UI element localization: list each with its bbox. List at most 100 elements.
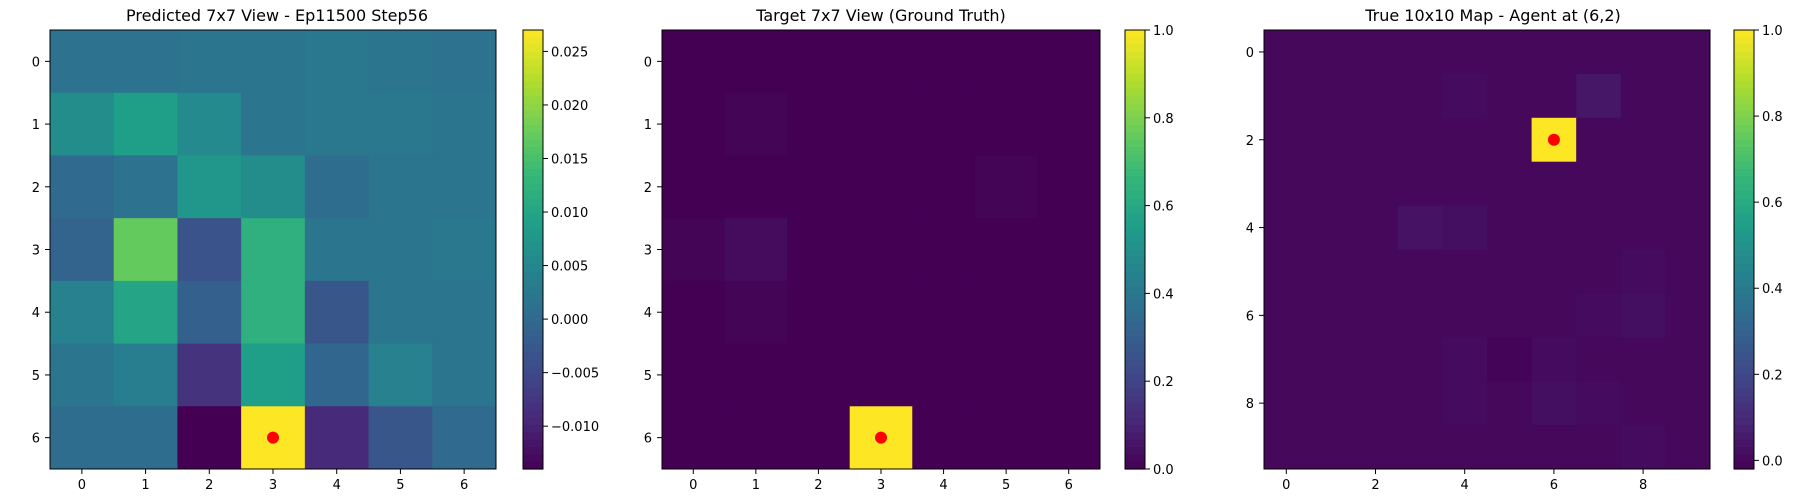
colorbar-segment <box>1734 242 1754 251</box>
heatmap-cell <box>1264 293 1310 338</box>
heatmap-cell <box>113 155 178 219</box>
heatmap-cell <box>912 92 976 156</box>
heatmap-cell <box>1665 73 1711 119</box>
heatmap-cell <box>1620 337 1666 382</box>
heatmap-cell <box>1620 381 1666 426</box>
colorbar-segment <box>1734 30 1754 38</box>
heatmap-cell <box>50 280 115 345</box>
heatmap-cell <box>1353 381 1399 426</box>
heatmap-cell <box>1531 205 1577 250</box>
colorbar-frame <box>522 29 544 470</box>
colorbar-segment <box>1734 395 1754 404</box>
colorbar-segment <box>1125 293 1145 302</box>
colorbar-segment <box>523 417 543 426</box>
colorbar-tick-label: 1.0 <box>1153 24 1174 39</box>
heatmap-cell <box>662 218 726 282</box>
heatmap-cell <box>724 218 788 282</box>
colorbar-segment <box>1125 183 1145 192</box>
colorbar-segment <box>523 212 543 221</box>
colorbar-segment <box>1734 132 1754 141</box>
heatmap-cell <box>1308 337 1354 382</box>
heatmap-cell <box>849 343 913 407</box>
heatmap-cell <box>1353 293 1399 338</box>
predicted-view-panel: Predicted 7x7 View - Ep11500 Step56 0 1 2 3… <box>32 6 599 493</box>
x-tick-label: 0 <box>689 478 697 493</box>
heatmap-cell <box>177 218 242 282</box>
heatmap-cell <box>1442 205 1488 250</box>
colorbar-segment <box>523 154 543 163</box>
heatmap-cell <box>974 218 1038 282</box>
colorbar-segment <box>1734 286 1754 294</box>
colorbar-segment <box>1734 461 1754 470</box>
heatmap-cell <box>1353 337 1399 382</box>
heatmap-cell <box>1442 293 1488 338</box>
colorbar-segment <box>1734 432 1754 441</box>
heatmap-cell <box>1397 381 1443 426</box>
heatmap-cell <box>1442 381 1488 426</box>
colorbar-segment <box>523 271 543 280</box>
colorbar-segment <box>1125 373 1145 382</box>
colorbar-segment <box>1125 220 1145 229</box>
heatmap-cell <box>1353 249 1399 294</box>
heatmap-cell <box>849 155 913 219</box>
y-tick-label: 4 <box>32 306 40 321</box>
heatmap-cell <box>1576 73 1622 119</box>
heatmap-cell <box>177 280 242 345</box>
heatmap-cell <box>1353 73 1399 119</box>
colorbar-segment <box>1734 125 1754 134</box>
colorbar-segment <box>1734 234 1754 243</box>
colorbar-segment <box>523 190 543 199</box>
agent-marker <box>267 431 279 444</box>
heatmap-cell <box>304 218 370 282</box>
colorbar-segment <box>1734 249 1754 258</box>
colorbar-segment <box>1125 337 1145 346</box>
colorbar-segment <box>523 344 543 353</box>
heatmap-cell <box>113 218 178 282</box>
panel-title: Target 7x7 View (Ground Truth) <box>755 6 1006 25</box>
colorbar-segment <box>1125 432 1145 441</box>
colorbar-segment <box>523 220 543 229</box>
colorbar-segment <box>523 161 543 170</box>
colorbar-segment <box>523 66 543 75</box>
colorbar-segment <box>1734 44 1754 53</box>
heatmap-cell <box>1264 249 1310 294</box>
heatmap-cell <box>241 155 306 219</box>
colorbar-segment <box>1734 271 1754 280</box>
heatmap-cell <box>1531 293 1577 338</box>
heatmap-cell <box>432 343 497 407</box>
colorbar-segment <box>1125 161 1145 170</box>
colorbar-frame <box>1124 29 1146 470</box>
colorbar-segment <box>1734 73 1754 82</box>
heatmap-cell <box>912 30 976 94</box>
colorbar-segment <box>523 337 543 346</box>
y-tick-label: 3 <box>32 244 40 259</box>
heatmap-cell <box>1308 205 1354 250</box>
colorbar-segment <box>1125 447 1145 455</box>
colorbar-segment <box>1734 190 1754 199</box>
heatmap-cell <box>849 92 913 156</box>
x-tick-label: 2 <box>1371 478 1379 493</box>
colorbar-segment <box>1734 103 1754 112</box>
x-tick-label: 4 <box>939 478 947 493</box>
x-tick-label: 1 <box>141 478 149 493</box>
heatmap-cell <box>787 218 851 282</box>
heatmap-cell <box>1308 381 1354 426</box>
colorbar-segment <box>523 403 543 412</box>
colorbar-tick-label: 1.0 <box>1762 24 1783 39</box>
colorbar-segment <box>523 447 543 455</box>
colorbar-segment <box>1734 388 1754 397</box>
y-tick-label: 4 <box>1246 222 1254 237</box>
colorbar-segment <box>523 461 543 470</box>
heatmap-cell <box>432 280 497 345</box>
colorbar-segment <box>1125 205 1145 214</box>
heatmap-cell <box>113 92 178 156</box>
heatmap-cell <box>113 343 178 407</box>
y-tick-label: 5 <box>644 369 652 384</box>
colorbar-segment <box>1125 366 1145 375</box>
heatmap-cell <box>1397 293 1443 338</box>
colorbar-segment <box>1734 220 1754 229</box>
colorbar-segment <box>1125 212 1145 221</box>
heatmap-cell <box>912 406 976 470</box>
colorbar-segment <box>523 381 543 390</box>
heatmap-cell <box>50 92 115 156</box>
